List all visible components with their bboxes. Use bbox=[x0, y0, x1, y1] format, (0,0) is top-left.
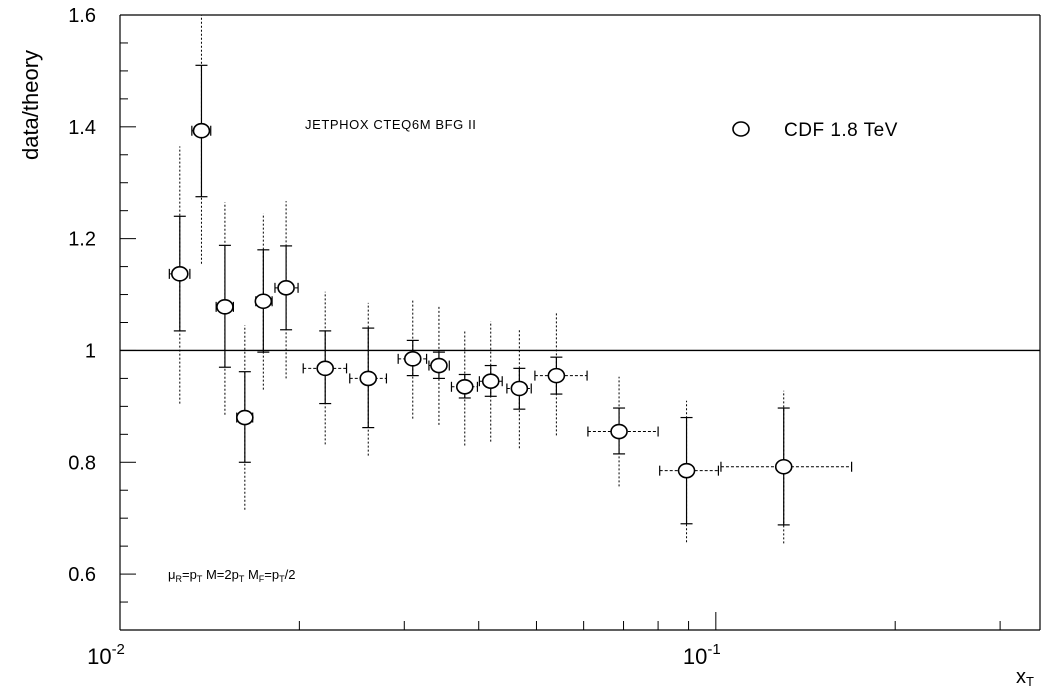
x-tick-label-base: 10 bbox=[683, 644, 707, 669]
scales-mu-sub: R bbox=[176, 574, 183, 584]
legend-marker-open-circle bbox=[732, 121, 750, 137]
data-point-marker bbox=[510, 380, 529, 397]
data-point-group bbox=[506, 329, 532, 449]
data-point-marker bbox=[277, 280, 295, 296]
model-annotation: JETPHOX CTEQ6M BFG II bbox=[305, 117, 477, 132]
y-axis-label: data/theory bbox=[18, 50, 43, 160]
data-point-group bbox=[478, 321, 503, 442]
data-point-marker bbox=[481, 373, 500, 390]
y-tick-label: 0.8 bbox=[68, 452, 96, 474]
data-point-group bbox=[168, 146, 191, 404]
x-ticks: 10-2 10-1 bbox=[87, 612, 1001, 669]
data-point-group bbox=[302, 291, 348, 445]
data-point-marker bbox=[547, 367, 566, 384]
data-point-marker bbox=[677, 462, 696, 479]
data-point-group bbox=[191, 15, 212, 264]
data-points bbox=[168, 15, 853, 544]
data-point-group bbox=[349, 302, 388, 456]
data-point-group bbox=[215, 202, 235, 415]
data-point-marker bbox=[455, 378, 474, 395]
data-point-marker bbox=[254, 293, 273, 310]
data-point-marker bbox=[316, 360, 334, 377]
data-point-group bbox=[428, 306, 450, 425]
scales-p1-sub: T bbox=[197, 574, 203, 584]
data-point-marker bbox=[403, 351, 422, 367]
data-point-marker bbox=[430, 357, 448, 374]
data-point-marker bbox=[359, 370, 378, 387]
y-tick-label: 1 bbox=[85, 340, 96, 362]
scales-mu: μ bbox=[168, 567, 176, 582]
x-axis-label-sub: T bbox=[1026, 674, 1034, 687]
data-point-group bbox=[254, 213, 273, 390]
legend-label: CDF 1.8 TeV bbox=[784, 120, 898, 141]
x-tick-label-base: 10 bbox=[87, 644, 111, 669]
data-point-group bbox=[236, 325, 254, 510]
data-point-group bbox=[659, 400, 720, 543]
scales-p2-sub: T bbox=[239, 574, 245, 584]
data-point-marker bbox=[774, 458, 793, 475]
y-tick-label: 0.6 bbox=[68, 564, 96, 586]
data-point-marker bbox=[216, 299, 234, 315]
y-ticks: 0.6 0.8 1 1.2 1.4 1.6 bbox=[68, 5, 136, 631]
x-axis-label: xT bbox=[1016, 666, 1034, 687]
y-tick-label: 1.4 bbox=[68, 117, 96, 139]
data-point-group bbox=[450, 330, 479, 446]
scales-mf-part: M bbox=[244, 567, 258, 582]
legend: CDF 1.8 TeV bbox=[732, 120, 898, 141]
scales-p3-sub: T bbox=[279, 574, 285, 584]
scales-mf-sub: F bbox=[259, 574, 265, 584]
scales-m-part: M=2p bbox=[202, 567, 239, 582]
scales-eq3: =p bbox=[264, 567, 279, 582]
y-tick-label: 1.2 bbox=[68, 229, 96, 251]
x-tick-label-exponent: -2 bbox=[112, 641, 125, 658]
y-tick-label: 1.6 bbox=[68, 5, 96, 27]
x-axis-label-main: x bbox=[1016, 666, 1026, 687]
data-point-group bbox=[274, 201, 299, 379]
x-tick-label: 10-2 bbox=[87, 641, 125, 669]
data-point-group bbox=[534, 312, 588, 436]
data-point-marker bbox=[610, 423, 628, 440]
data-point-marker bbox=[171, 266, 189, 282]
scales-tail: /2 bbox=[285, 567, 296, 582]
scales-eq1: =p bbox=[182, 567, 197, 582]
data-point-group bbox=[720, 390, 853, 544]
data-point-group bbox=[397, 299, 428, 419]
x-tick-label: 10-1 bbox=[683, 641, 721, 669]
data-point-marker bbox=[236, 409, 254, 426]
x-tick-label-exponent: -1 bbox=[707, 641, 720, 658]
data-point-group bbox=[587, 376, 659, 487]
scales-annotation: μR=pT M=2pT MF=pT/2 bbox=[168, 567, 295, 584]
data-point-marker bbox=[192, 122, 211, 139]
